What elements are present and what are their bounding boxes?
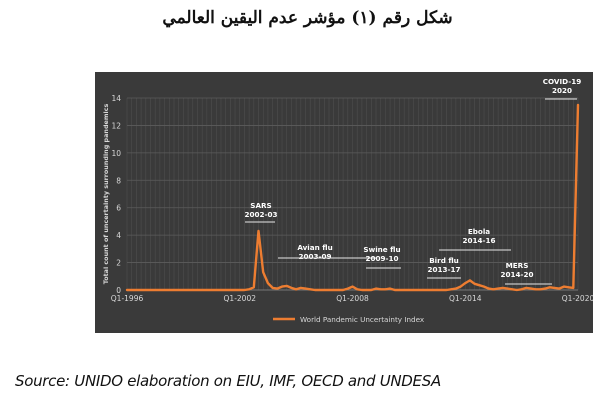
annotation-period: 2003-09 <box>299 252 332 261</box>
legend-label: World Pandemic Uncertainty Index <box>300 315 425 324</box>
annotation-period: 2014-16 <box>463 236 496 245</box>
annotation-label: Bird flu <box>429 256 459 265</box>
y-tick-label: 10 <box>111 149 121 158</box>
x-tick-label: Q1-2002 <box>224 294 257 303</box>
y-axis-label: Total count of uncertainty surrounding p… <box>102 103 110 284</box>
x-tick-label: Q1-2020 <box>562 294 593 303</box>
annotation-label: COVID-19 <box>543 77 582 86</box>
y-tick-label: 14 <box>111 94 121 103</box>
y-tick-label: 12 <box>111 121 121 130</box>
annotation-period: 2020 <box>552 86 572 95</box>
page-title: شكل رقم (١) مؤشر عدم اليقين العالمي <box>162 8 453 28</box>
pandemic-uncertainty-chart: 0 2 4 6 8 10 12 14 Q1-1996 Q1-2002 Q1-2008 Q1-2014 Q… <box>102 77 593 324</box>
annotation-label: Avian flu <box>297 243 332 252</box>
y-tick-label: 6 <box>116 204 121 213</box>
y-tick-label: 8 <box>116 176 121 185</box>
x-tick-label: Q1-2014 <box>449 294 482 303</box>
y-tick-label: 4 <box>116 231 121 240</box>
annotation-label: Ebola <box>468 227 490 236</box>
x-tick-label: Q1-2008 <box>336 294 369 303</box>
annotation-period: 2014-20 <box>501 270 534 279</box>
chart-panel: 0 2 4 6 8 10 12 14 Q1-1996 Q1-2002 Q1-2008 Q1-2014 Q… <box>95 72 593 333</box>
annotation-label: MERS <box>506 261 529 270</box>
x-tick-label: Q1-1996 <box>111 294 144 303</box>
annotation-period: 2009-10 <box>366 254 399 263</box>
annotation-period: 2013-17 <box>428 265 461 274</box>
annotation-period: 2002-03 <box>245 210 278 219</box>
annotation-label: SARS <box>250 201 271 210</box>
series-line <box>125 103 580 292</box>
annotation-label: Swine flu <box>363 245 400 254</box>
y-tick-label: 0 <box>116 286 121 295</box>
source-note: Source: UNIDO elaboration on EIU, IMF, O… <box>15 372 441 390</box>
y-tick-label: 2 <box>116 259 121 268</box>
